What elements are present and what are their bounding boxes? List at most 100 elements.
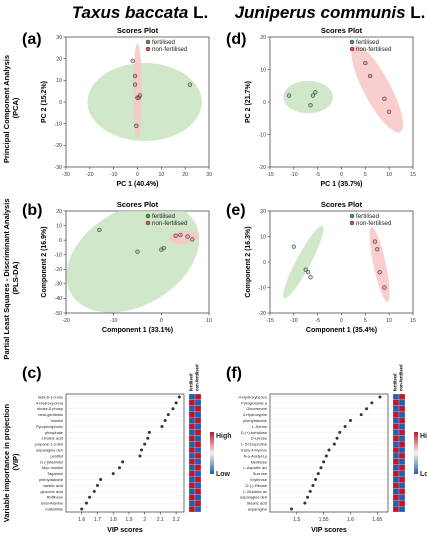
vip-point	[138, 454, 142, 458]
variable-label: 4-Hydroxyphe	[243, 412, 267, 417]
variable-label: Pyroglutamic a	[241, 400, 268, 405]
x-tick-label: 1.65	[372, 517, 382, 523]
y-tick-label: 0	[59, 238, 62, 244]
x-tick-label: 2.1	[157, 517, 164, 523]
heat-cell-non-fertilised	[398, 470, 406, 477]
variable-label: D-(+)-trehalose	[241, 430, 267, 435]
x-tick-label: 1.8	[110, 517, 117, 523]
legend-marker	[349, 39, 355, 45]
x-tick-label: 5	[364, 318, 367, 324]
heat-cell-non-fertilised	[194, 411, 202, 418]
x-tick-label: 10	[206, 318, 212, 324]
variable-label: beta-D-(+)-Glu	[38, 394, 63, 399]
heat-cell-non-fertilised	[398, 458, 406, 465]
colorbar	[210, 432, 214, 474]
x-tick-label: -15	[266, 318, 274, 324]
x-tick-label: 1.5	[293, 517, 300, 523]
non-fertilised-point	[185, 234, 190, 239]
vip-point	[327, 448, 331, 452]
heat-cell-fertilised	[392, 494, 400, 501]
legend-entry: non-fertilised	[152, 220, 188, 227]
y-tick-label: -40	[55, 296, 63, 302]
row-label-plsda-line1: Partial Least Squares - Discriminant Ana…	[2, 199, 11, 360]
vip-point	[365, 407, 369, 411]
fertilised-point	[308, 103, 313, 108]
heat-cell-fertilised	[188, 470, 196, 477]
non-fertilised-point	[363, 60, 368, 66]
non-fertilised-point	[178, 232, 183, 238]
vip-point	[88, 495, 92, 499]
non-fertilised-point	[367, 73, 373, 79]
x-tick-label: -30	[62, 172, 70, 178]
heat-cell-non-fertilised	[398, 452, 406, 460]
heat-cell-non-fertilised	[194, 506, 202, 513]
variable-label: vanillic acid	[43, 483, 63, 488]
vip-point	[166, 413, 170, 417]
x-axis-label: Component 1 (33.1%)	[102, 327, 173, 334]
heat-cell-fertilised	[188, 429, 196, 436]
vip-point	[99, 478, 103, 482]
x-tick-label: -10	[110, 172, 118, 178]
x-tick-label: 15	[410, 318, 416, 324]
variable-label: L-5-Oxoproline	[241, 442, 267, 447]
heat-cell-fertilised	[392, 470, 400, 477]
variable-label: beta-Alanine	[41, 501, 63, 506]
scatter-panel-0: (a) Scores Plot -30 -20 -10 0 10 20 30 -30 -20 -10 0…	[22, 26, 212, 188]
x-tick-label: 1.6	[347, 517, 354, 523]
x-tick-label: 0	[160, 318, 163, 324]
variable-label: Sucrose	[253, 471, 267, 476]
variable-label: 4-Hydroxybenzo	[239, 394, 267, 399]
scatter-panel-3: (d) Scores Plot -15 -10 -5 0 5 10 15 -20 -10 0 10 20 P…	[226, 26, 416, 188]
heat-cell-fertilised	[392, 458, 400, 465]
variable-label: L-Aspartic aci	[243, 465, 267, 470]
variable-label: Linoleic acid	[42, 436, 63, 441]
heat-cell-non-fertilised	[194, 399, 202, 406]
chart-title: Scores Plot	[117, 200, 159, 209]
y-tick-label: -20	[259, 165, 267, 171]
legend-marker	[349, 220, 355, 226]
fertilised-ellipse	[87, 63, 202, 141]
row-label-vip-line1: Variable importance in projection	[2, 403, 11, 522]
variable-label: maltotriitol	[45, 506, 63, 511]
row-label-plsda-line2: (PLS-DA)	[11, 261, 20, 294]
variable-label: gluconic acid	[41, 489, 64, 494]
heat-cell-fertilised	[392, 405, 400, 412]
variable-label: D-(-)Mannitol	[40, 459, 63, 464]
x-axis-label: VIP scores	[107, 527, 143, 534]
x-tick-label: -10	[110, 318, 118, 324]
non-fertilised-point	[377, 270, 382, 275]
row-label-pca-line1: Principal Component Analysis	[2, 55, 11, 163]
heat-column-header: fertilised	[189, 373, 194, 391]
heat-cell-non-fertilised	[194, 470, 202, 477]
heat-cell-non-fertilised	[398, 411, 406, 418]
non-fertilised-point	[136, 95, 141, 100]
heat-cell-non-fertilised	[194, 458, 202, 465]
heat-cell-fertilised	[392, 476, 400, 483]
colorbar-high-label: High	[420, 433, 427, 440]
x-tick-label: -5	[315, 172, 320, 178]
heat-cell-non-fertilised	[194, 464, 202, 471]
variable-label: asparagine	[248, 506, 267, 511]
heat-column-header: non-fertilised	[195, 364, 200, 391]
y-axis-label: Component 2 (16.3%)	[245, 226, 252, 297]
vip-point	[121, 460, 125, 464]
left-genus: Taxus baccata	[72, 3, 189, 22]
heat-cell-fertilised	[188, 506, 196, 513]
heat-cell-fertilised	[188, 488, 196, 495]
heat-cell-non-fertilised	[398, 494, 406, 501]
x-tick-label: 2	[143, 517, 146, 523]
x-tick-label: 0	[340, 318, 343, 324]
x-tick-label: 0	[136, 172, 139, 178]
heat-column-header: fertilised	[393, 373, 398, 391]
non-fertilised-point	[132, 73, 138, 79]
vip-point	[348, 419, 352, 423]
plot-frame	[65, 393, 185, 513]
fertilised-point	[134, 123, 139, 128]
legend-marker	[145, 213, 151, 219]
non-fertilised-point	[382, 285, 387, 290]
variable-label: Raffinose	[47, 495, 63, 500]
chart-title: Scores Plot	[117, 26, 159, 35]
fertilised-point	[187, 82, 193, 87]
x-tick-label: 15	[410, 172, 416, 178]
